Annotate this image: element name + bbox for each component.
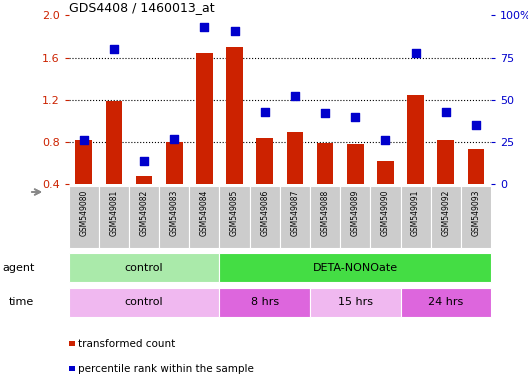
Text: 8 hrs: 8 hrs — [251, 297, 279, 308]
Text: GSM549087: GSM549087 — [290, 189, 299, 236]
Point — [411, 50, 420, 56]
Text: transformed count: transformed count — [78, 339, 175, 349]
Point — [291, 93, 299, 99]
Point — [260, 109, 269, 115]
Text: GSM549092: GSM549092 — [441, 189, 450, 236]
Point — [110, 46, 118, 52]
Bar — [190, 186, 220, 248]
Text: agent: agent — [2, 263, 34, 273]
Text: control: control — [125, 297, 163, 308]
Text: GSM549080: GSM549080 — [79, 189, 88, 236]
Bar — [220, 186, 250, 248]
Bar — [377, 161, 394, 184]
Text: GSM549093: GSM549093 — [472, 189, 480, 236]
Bar — [166, 142, 183, 184]
Point — [140, 157, 148, 164]
Text: DETA-NONOate: DETA-NONOate — [313, 263, 398, 273]
Point — [441, 109, 450, 115]
Text: GDS4408 / 1460013_at: GDS4408 / 1460013_at — [69, 1, 214, 14]
Bar — [401, 186, 431, 248]
Bar — [310, 186, 340, 248]
Bar — [438, 140, 454, 184]
Text: GSM549091: GSM549091 — [411, 189, 420, 236]
Point — [200, 24, 209, 30]
Point — [80, 137, 88, 144]
Bar — [99, 186, 129, 248]
Text: GSM549090: GSM549090 — [381, 189, 390, 236]
Bar — [370, 186, 401, 248]
Bar — [196, 53, 213, 184]
Bar — [310, 288, 401, 317]
Text: GSM549083: GSM549083 — [169, 189, 179, 236]
Bar — [220, 288, 310, 317]
Bar — [317, 143, 333, 184]
Bar — [468, 149, 484, 184]
Text: time: time — [9, 297, 34, 308]
Bar — [431, 186, 461, 248]
Bar — [69, 288, 220, 317]
Point — [381, 137, 390, 144]
Text: 15 hrs: 15 hrs — [338, 297, 373, 308]
Bar — [287, 131, 303, 184]
Text: 24 hrs: 24 hrs — [428, 297, 464, 308]
Text: GSM549088: GSM549088 — [320, 189, 329, 235]
Bar — [401, 288, 491, 317]
Text: GSM549086: GSM549086 — [260, 189, 269, 236]
Text: GSM549089: GSM549089 — [351, 189, 360, 236]
Bar — [76, 140, 92, 184]
Bar — [461, 186, 491, 248]
Point — [321, 110, 329, 116]
Text: control: control — [125, 263, 163, 273]
Bar — [106, 101, 122, 184]
Point — [170, 136, 178, 142]
Bar — [136, 176, 153, 184]
Bar — [159, 186, 190, 248]
Bar — [129, 186, 159, 248]
Bar — [69, 186, 99, 248]
Text: percentile rank within the sample: percentile rank within the sample — [78, 364, 254, 374]
Text: GSM549081: GSM549081 — [109, 189, 118, 235]
Bar — [69, 253, 220, 282]
Bar — [257, 138, 273, 184]
Text: GSM549085: GSM549085 — [230, 189, 239, 236]
Point — [230, 28, 239, 34]
Bar — [220, 253, 491, 282]
Point — [472, 122, 480, 128]
Text: GSM549084: GSM549084 — [200, 189, 209, 236]
Bar — [347, 144, 364, 184]
Bar — [280, 186, 310, 248]
Point — [351, 114, 360, 120]
Bar — [407, 94, 424, 184]
Bar — [250, 186, 280, 248]
Text: GSM549082: GSM549082 — [139, 189, 148, 235]
Bar — [340, 186, 370, 248]
Bar — [227, 47, 243, 184]
